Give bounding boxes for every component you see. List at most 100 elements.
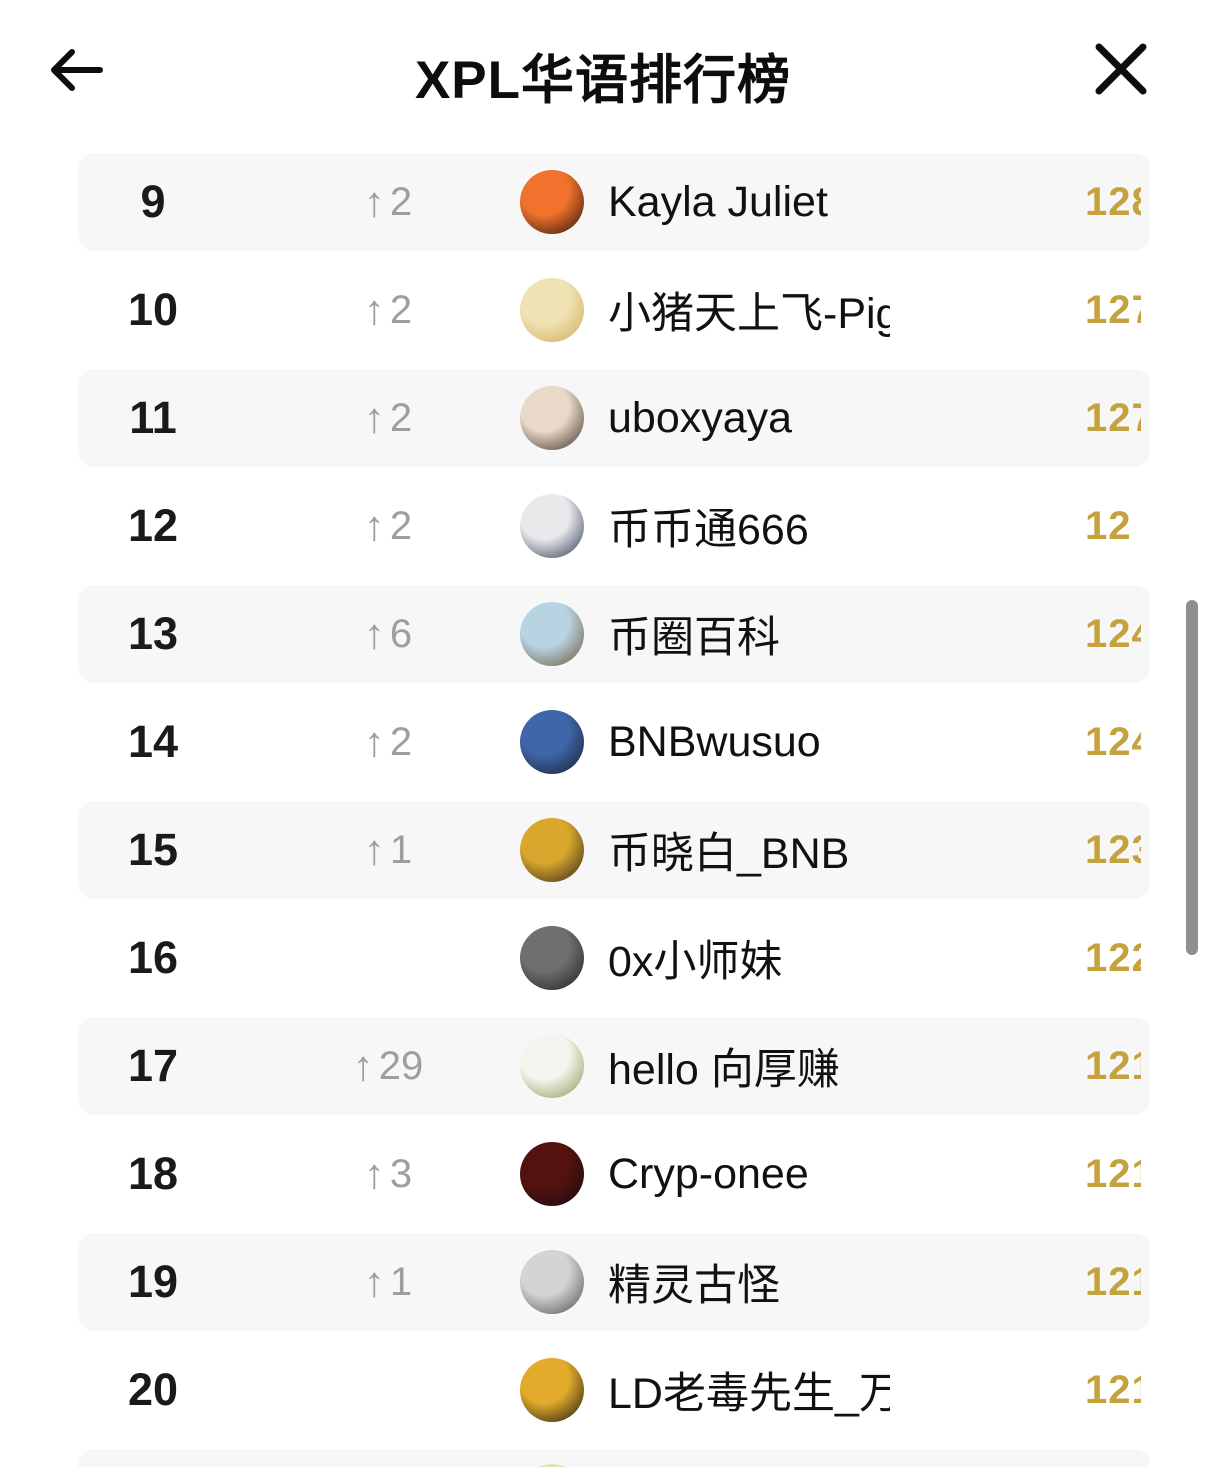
blue-anime-man-avatar — [520, 710, 584, 774]
grayscale-girl-avatar — [520, 1250, 584, 1314]
username: BNBwusuo — [608, 717, 821, 766]
list-item[interactable]: 12 ↑ 2 币币通666 12 — [78, 472, 1150, 580]
rank-label: 17 — [127, 1040, 179, 1091]
score-value: 127 — [1085, 287, 1141, 332]
page-title: XPL华语排行榜 — [414, 51, 792, 110]
list-item[interactable]: 13 ↑ 6 币圈百科 124 — [78, 580, 1150, 688]
list-item[interactable]: 14 ↑ 2 BNBwusuo 124 — [78, 688, 1150, 796]
rank-change-indicator: ↑ 3 — [308, 1120, 468, 1228]
score-value: 121 — [1085, 1367, 1141, 1412]
row-stripe — [78, 1449, 1150, 1467]
username: LD老毒先生_万币侯财链 — [608, 1370, 890, 1418]
black-cat-gold-avatar — [520, 1358, 584, 1422]
rank-change-indicator: ↑ 6 — [308, 580, 468, 688]
list-item[interactable]: 9 ↑ 2 Kayla Juliet 128 — [78, 148, 1150, 256]
row-stripe — [78, 1233, 1150, 1331]
up-arrow-icon: ↑ — [363, 178, 385, 225]
username: uboxyaya — [608, 393, 793, 442]
up-arrow-icon: ↑ — [363, 826, 385, 873]
row-stripe — [78, 585, 1150, 683]
score-value: 121 — [1085, 1043, 1141, 1088]
username: hello 向厚赚 — [608, 1046, 840, 1094]
rank-label: 14 — [127, 716, 179, 767]
back-button[interactable] — [40, 34, 116, 106]
row-stripe — [78, 1017, 1150, 1115]
rank-change-value: 3 — [389, 1151, 413, 1196]
score-clip: 121 — [1085, 1012, 1141, 1120]
username: 币币通666 — [608, 506, 809, 554]
scrollbar-thumb[interactable] — [1186, 600, 1198, 955]
rank-change-indicator: ↑ 2 — [308, 148, 468, 256]
row-stripe — [78, 153, 1150, 251]
score-value: 124 — [1085, 719, 1141, 764]
score-clip: 127 — [1085, 364, 1141, 472]
rank-change-value: 2 — [389, 179, 413, 224]
username: 小猪天上飞-Piglet — [608, 290, 890, 338]
score-clip: 121 — [1085, 1228, 1141, 1336]
rank-label: 11 — [129, 392, 177, 443]
rank-label: 16 — [127, 932, 179, 983]
list-item[interactable]: 18 ↑ 3 Cryp-onee 121 — [78, 1120, 1150, 1228]
list-item[interactable]: 11 ↑ 2 uboxyaya 127 — [78, 364, 1150, 472]
username: 0x小师妹 — [608, 938, 783, 986]
score-clip: 12 — [1085, 472, 1141, 580]
penguin-beret-avatar — [520, 602, 584, 666]
username: 币圈百科 — [608, 614, 780, 662]
rank-change-indicator: ↑ 29 — [308, 1012, 468, 1120]
rank-label: 12 — [127, 500, 179, 551]
list-item[interactable]: 17 ↑ 29 hello 向厚赚 121 — [78, 1012, 1150, 1120]
username: Kayla Juliet — [608, 177, 828, 226]
score-clip: 122 — [1085, 904, 1141, 1012]
row-stripe — [78, 801, 1150, 899]
rank-label: 13 — [127, 608, 179, 659]
score-clip: 127 — [1085, 256, 1141, 364]
list-item[interactable]: 19 ↑ 1 精灵古怪 121 — [78, 1228, 1150, 1336]
list-item[interactable]: 20 LD老毒先生_万币侯财链 121 — [78, 1336, 1150, 1444]
username: 币晓白_BNB — [608, 830, 850, 878]
hello-kitty-plant-avatar — [520, 1034, 584, 1098]
grayscale-woman-avatar — [520, 926, 584, 990]
up-arrow-icon: ↑ — [352, 1042, 374, 1089]
up-arrow-icon: ↑ — [363, 718, 385, 765]
up-arrow-icon: ↑ — [363, 394, 385, 441]
rank-label: 15 — [127, 824, 179, 875]
rank-change-value: 29 — [378, 1043, 424, 1088]
score-clip: 124 — [1085, 580, 1141, 688]
score-value: 128 — [1085, 179, 1141, 224]
rank-change-indicator: ↑ 1 — [308, 796, 468, 904]
up-arrow-icon: ↑ — [363, 502, 385, 549]
rank-label: 18 — [127, 1148, 179, 1199]
close-x-icon — [1093, 41, 1149, 97]
list-item[interactable]: 16 0x小师妹 122 — [78, 904, 1150, 1012]
rank-change-value: 1 — [389, 1259, 413, 1304]
score-clip: 123 — [1085, 796, 1141, 904]
rank-label: 19 — [127, 1256, 179, 1307]
score-clip: 121 — [1085, 1336, 1141, 1444]
rank-change-indicator: ↑ 2 — [308, 256, 468, 364]
close-button[interactable] — [1080, 28, 1162, 110]
rank-label: 20 — [127, 1364, 179, 1415]
score-value: 122 — [1085, 935, 1141, 980]
partial-avatar-peek — [520, 1464, 584, 1467]
username: Cryp-onee — [608, 1149, 809, 1198]
score-value: 127 — [1085, 395, 1141, 440]
list-item[interactable]: 15 ↑ 1 币晓白_BNB 123 — [78, 796, 1150, 904]
rank-change-indicator: ↑ 1 — [308, 1228, 468, 1336]
rank-change-value: 2 — [389, 395, 413, 440]
list-item[interactable]: 10 ↑ 2 小猪天上飞-Piglet 127 — [78, 256, 1150, 364]
username: 精灵古怪 — [608, 1262, 780, 1310]
rank-label: 10 — [127, 284, 179, 335]
row-stripe — [78, 369, 1150, 467]
score-clip: 124 — [1085, 688, 1141, 796]
rank-change-indicator: ↑ 2 — [308, 688, 468, 796]
rank-change-value: 6 — [389, 611, 413, 656]
header: XPL华语排行榜 — [0, 0, 1206, 140]
up-arrow-icon: ↑ — [363, 1258, 385, 1305]
rank-label: 9 — [140, 176, 166, 227]
dark-red-blue-figure-avatar — [520, 1142, 584, 1206]
score-clip: 121 — [1085, 1120, 1141, 1228]
score-clip: 128 — [1085, 148, 1141, 256]
white-cat-dark-avatar — [520, 494, 584, 558]
rank-change-value: 2 — [389, 287, 413, 332]
